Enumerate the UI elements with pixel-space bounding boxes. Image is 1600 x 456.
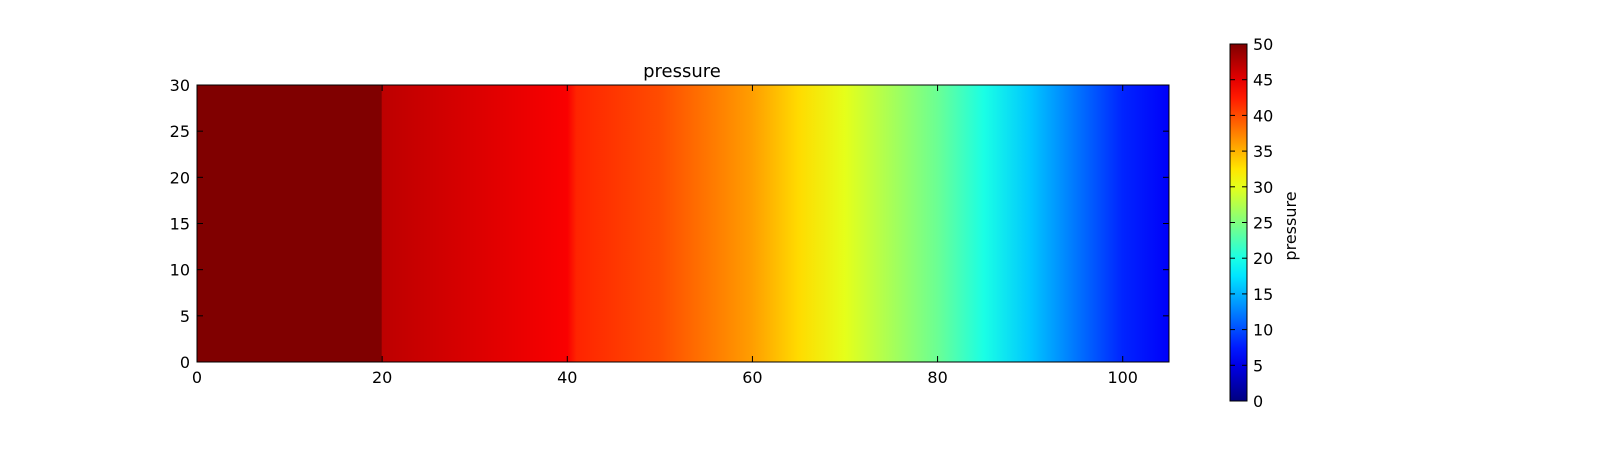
x-tick-label: 60	[742, 368, 762, 387]
colorbar-tick-label: 10	[1253, 321, 1273, 340]
colorbar-tick-label: 0	[1253, 392, 1263, 411]
y-tick-label: 10	[170, 261, 190, 280]
colorbar-tick-label: 25	[1253, 214, 1273, 233]
colorbar-tick-label: 40	[1253, 106, 1273, 125]
colorbar-tick-label: 50	[1253, 35, 1273, 54]
y-tick-label: 5	[180, 307, 190, 326]
colorbar-tick-label: 20	[1253, 249, 1273, 268]
colorbar-tick-label: 45	[1253, 71, 1273, 90]
y-tick-label: 30	[170, 76, 190, 95]
x-tick-label: 80	[927, 368, 947, 387]
colorbar-label: pressure	[1281, 191, 1300, 260]
colorbar-ticks: 0 5 10 15 20 25 30 35 40 45 50	[1230, 35, 1273, 411]
colorbar-tick-label: 30	[1253, 178, 1273, 197]
colorbar-tick-label: 5	[1253, 356, 1263, 375]
y-tick-label: 25	[170, 122, 190, 141]
y-axis-ticks: 0 5 10 15 20 25 30	[170, 76, 1169, 372]
x-tick-label: 40	[557, 368, 577, 387]
x-tick-label: 100	[1107, 368, 1138, 387]
chart-title: pressure	[643, 61, 721, 82]
colorbar-tick-label: 35	[1253, 142, 1273, 161]
x-axis-ticks: 0 20 40 60 80 100	[192, 85, 1138, 387]
colorbar-tick-label: 15	[1253, 285, 1273, 304]
y-tick-label: 15	[170, 215, 190, 234]
y-tick-label: 0	[180, 353, 190, 372]
y-tick-label: 20	[170, 168, 190, 187]
pressure-field	[197, 85, 1169, 362]
x-tick-label: 0	[192, 368, 202, 387]
x-tick-label: 20	[372, 368, 392, 387]
